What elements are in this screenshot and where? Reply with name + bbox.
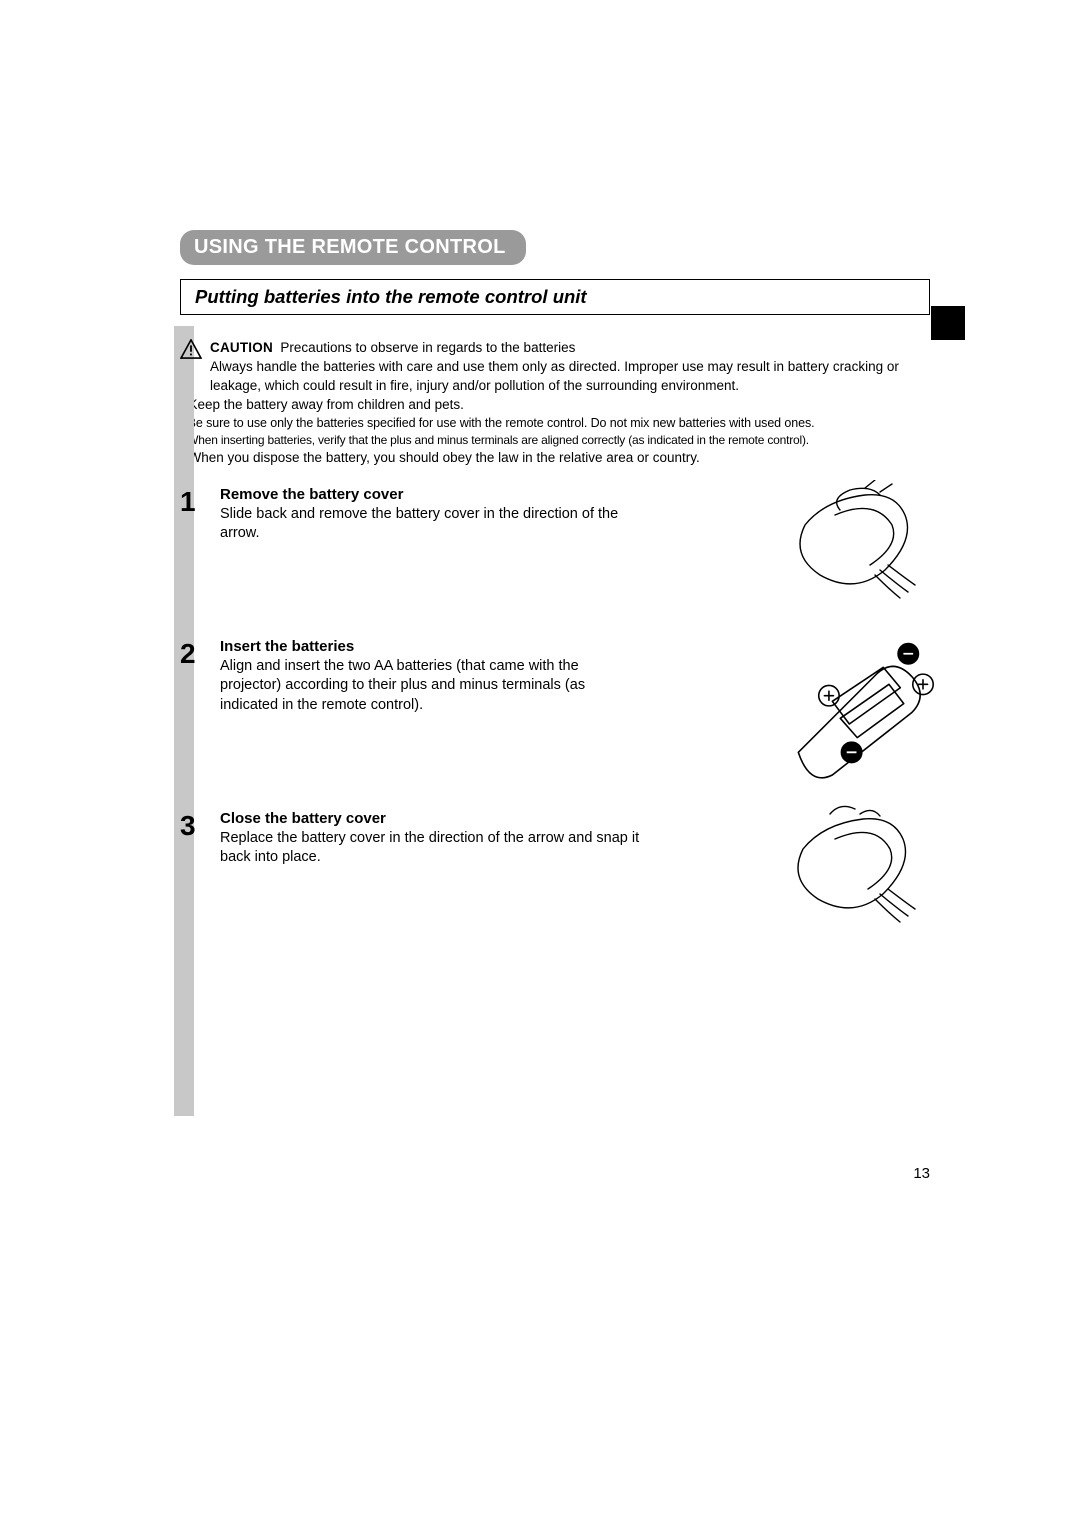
step-body: Align and insert the two AA batteries (t…: [220, 657, 640, 716]
caution-heading: CAUTION Precautions to observe in regard…: [210, 339, 930, 358]
remote-open-cover-icon: [780, 480, 930, 610]
step-number: 1: [180, 486, 196, 518]
step-body: Replace the battery cover in the directi…: [220, 829, 640, 868]
caution-lead: Always handle the batteries with care an…: [210, 358, 930, 396]
caution-bullet: • When you dispose the battery, you shou…: [180, 449, 930, 468]
step-item: 3 Close the battery cover Replace the ba…: [180, 810, 930, 940]
page-number: 13: [913, 1165, 930, 1182]
step-number: 2: [180, 638, 196, 670]
step-item: 1 Remove the battery cover Slide back an…: [180, 486, 930, 616]
caution-bullet-text: Keep the battery away from children and …: [188, 397, 463, 412]
subtitle-box: Putting batteries into the remote contro…: [180, 279, 930, 315]
caution-bullet-text: When inserting batteries, verify that th…: [187, 433, 809, 447]
step-item: 2 Insert the batteries Align and insert …: [180, 638, 930, 788]
manual-page: USING THE REMOTE CONTROL Putting batteri…: [180, 230, 930, 962]
warning-triangle-icon: [180, 339, 202, 359]
caution-bullet: • Keep the battery away from children an…: [180, 396, 930, 415]
subtitle-text: Putting batteries into the remote contro…: [195, 286, 587, 307]
caution-bullet: • Be sure to use only the batteries spec…: [180, 415, 930, 433]
step-body: Slide back and remove the battery cover …: [220, 505, 640, 544]
remote-insert-batteries-icon: [770, 632, 940, 782]
caution-bullet-text: When you dispose the battery, you should…: [188, 450, 699, 465]
caution-label: CAUTION: [210, 340, 273, 355]
caution-block: CAUTION Precautions to observe in regard…: [180, 339, 930, 468]
caution-bullet: • When inserting batteries, verify that …: [180, 432, 930, 449]
caution-subhead: Precautions to observe in regards to the…: [280, 340, 575, 355]
step-number: 3: [180, 810, 196, 842]
caution-bullet-text: Be sure to use only the batteries specif…: [188, 416, 815, 430]
remote-close-cover-icon: [780, 804, 930, 934]
page-edge-tab: [931, 306, 965, 340]
section-header: USING THE REMOTE CONTROL: [180, 230, 526, 265]
steps-list: 1 Remove the battery cover Slide back an…: [180, 486, 930, 940]
